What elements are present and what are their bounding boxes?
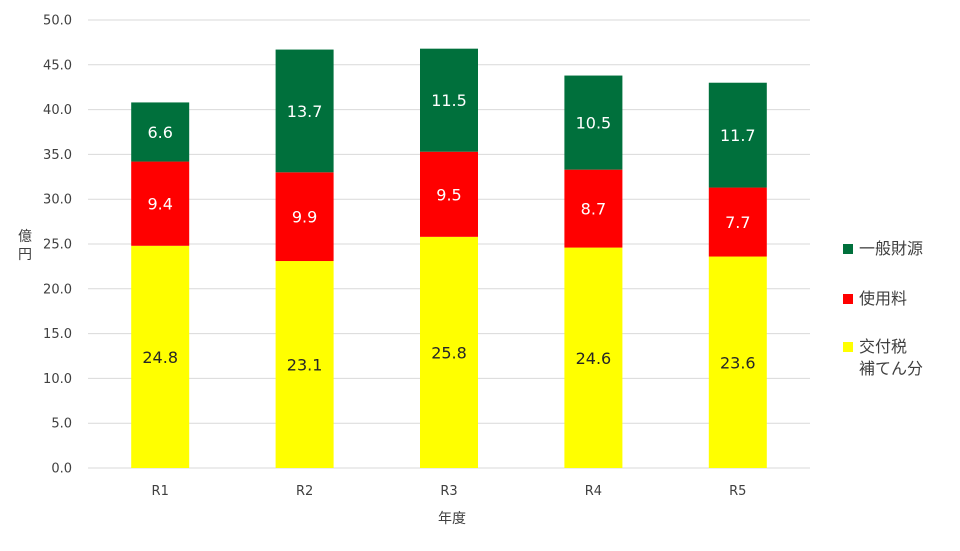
data-label: 24.8 <box>142 348 178 367</box>
data-label: 23.6 <box>720 353 756 372</box>
data-label: 25.8 <box>431 343 467 362</box>
bar-segment <box>275 261 334 468</box>
bar-segment <box>275 49 334 173</box>
data-label: 9.5 <box>436 185 461 204</box>
y-axis-title-char: 億 <box>18 229 32 245</box>
y-tick-label: 0.0 <box>51 462 72 477</box>
data-label: 11.7 <box>720 126 756 145</box>
bar-segment <box>131 161 190 246</box>
legend-label: 使用料 <box>859 289 907 308</box>
y-tick-label: 5.0 <box>51 417 72 432</box>
bar-segment <box>420 236 478 468</box>
y-tick-label: 40.0 <box>43 103 72 118</box>
y-tick-label: 20.0 <box>43 282 72 297</box>
data-label: 23.1 <box>287 356 323 375</box>
legend-label: 一般財源 <box>859 239 923 258</box>
data-label: 8.7 <box>581 200 606 219</box>
x-axis-ticks: R1 R2 R3 R4 R5 <box>152 484 747 499</box>
data-label: 6.6 <box>147 123 172 142</box>
y-axis-title-char: 円 <box>18 247 32 263</box>
data-label: 13.7 <box>287 102 323 121</box>
data-label: 9.9 <box>292 208 317 227</box>
bar-segment <box>420 48 478 152</box>
y-tick-label: 10.0 <box>43 372 72 387</box>
bars <box>131 48 767 468</box>
bar-segment <box>708 256 767 468</box>
bar-segment <box>131 102 190 162</box>
bar-segment <box>708 187 767 257</box>
y-tick-label: 15.0 <box>43 327 72 342</box>
bar-segment <box>275 172 334 262</box>
y-tick-label: 30.0 <box>43 193 72 208</box>
legend-label: 交付税補てん分 <box>859 337 923 378</box>
y-tick-label: 45.0 <box>43 58 72 73</box>
x-tick-label: R1 <box>152 484 169 499</box>
data-labels: 24.8 9.4 6.6 23.1 9.9 13.7 25.8 9.5 11.5 24.6 8.7 1… <box>142 91 755 374</box>
y-axis-ticks: 0.0 5.0 10.0 15.0 20.0 25.0 30.0 35.0 40.0 45.0 50… <box>43 14 72 477</box>
legend-swatch <box>843 244 853 254</box>
x-tick-label: R4 <box>585 484 602 499</box>
y-axis-title: 億円 <box>18 229 32 263</box>
x-tick-label: R5 <box>729 484 746 499</box>
y-tick-label: 50.0 <box>43 14 72 29</box>
bar-segment <box>564 247 623 468</box>
data-label: 11.5 <box>431 91 467 110</box>
legend-swatch <box>843 294 853 304</box>
y-tick-label: 25.0 <box>43 238 72 253</box>
data-label: 7.7 <box>725 213 750 232</box>
x-axis-title: 年度 <box>438 511 466 527</box>
bar-segment <box>708 82 767 188</box>
data-label: 9.4 <box>147 195 172 214</box>
data-label: 24.6 <box>576 349 612 368</box>
y-tick-label: 35.0 <box>43 148 72 163</box>
data-label: 10.5 <box>576 114 612 133</box>
bar-segment <box>564 169 623 248</box>
x-tick-label: R3 <box>440 484 457 499</box>
x-tick-label: R2 <box>296 484 313 499</box>
bar-segment <box>564 75 623 170</box>
bar-segment <box>131 245 190 468</box>
bar-segment <box>420 151 478 237</box>
legend-swatch <box>843 342 853 352</box>
